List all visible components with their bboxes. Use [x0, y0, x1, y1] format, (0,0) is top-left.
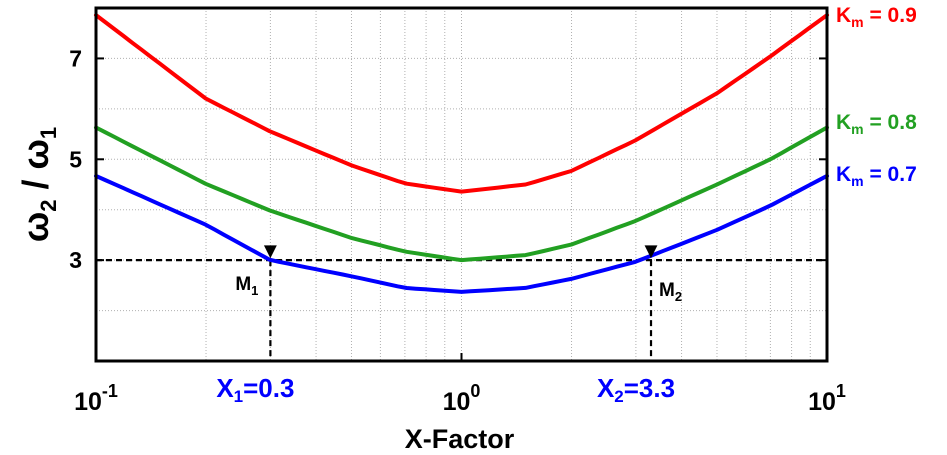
y-axis-label: ω2 / ω1 — [15, 127, 61, 242]
annotation-markers: ▼M1▼M2 — [235, 238, 682, 304]
series-label-3: Km = 0.7 — [836, 163, 917, 189]
annotation-label-1: M1 — [235, 274, 258, 298]
marker-1: ▼ — [259, 238, 281, 263]
series-label-1: Km = 0.9 — [836, 4, 917, 30]
labels: 10-1 100 101 3 5 7 X1=0.3 X2=3.3 X-Factor ω2 / ω1… — [15, 4, 917, 454]
x-annotation-label-1: X1=0.3 — [216, 373, 294, 406]
x-tick-label-1: 10-1 — [74, 381, 118, 416]
y-tick-label-2: 5 — [69, 146, 82, 172]
x-tick-label-3: 101 — [808, 381, 846, 416]
x-axis-label: X-Factor — [405, 424, 515, 454]
marker-2: ▼ — [640, 238, 662, 263]
y-tick-label-1: 3 — [69, 247, 82, 273]
series-line-2 — [96, 128, 827, 261]
series-label-2: Km = 0.8 — [836, 111, 917, 137]
x-tick-label-2: 100 — [443, 381, 481, 416]
x-annotation-label-2: X2=3.3 — [597, 373, 675, 406]
y-tick-label-3: 7 — [69, 45, 82, 71]
annotation-label-2: M2 — [659, 280, 682, 304]
